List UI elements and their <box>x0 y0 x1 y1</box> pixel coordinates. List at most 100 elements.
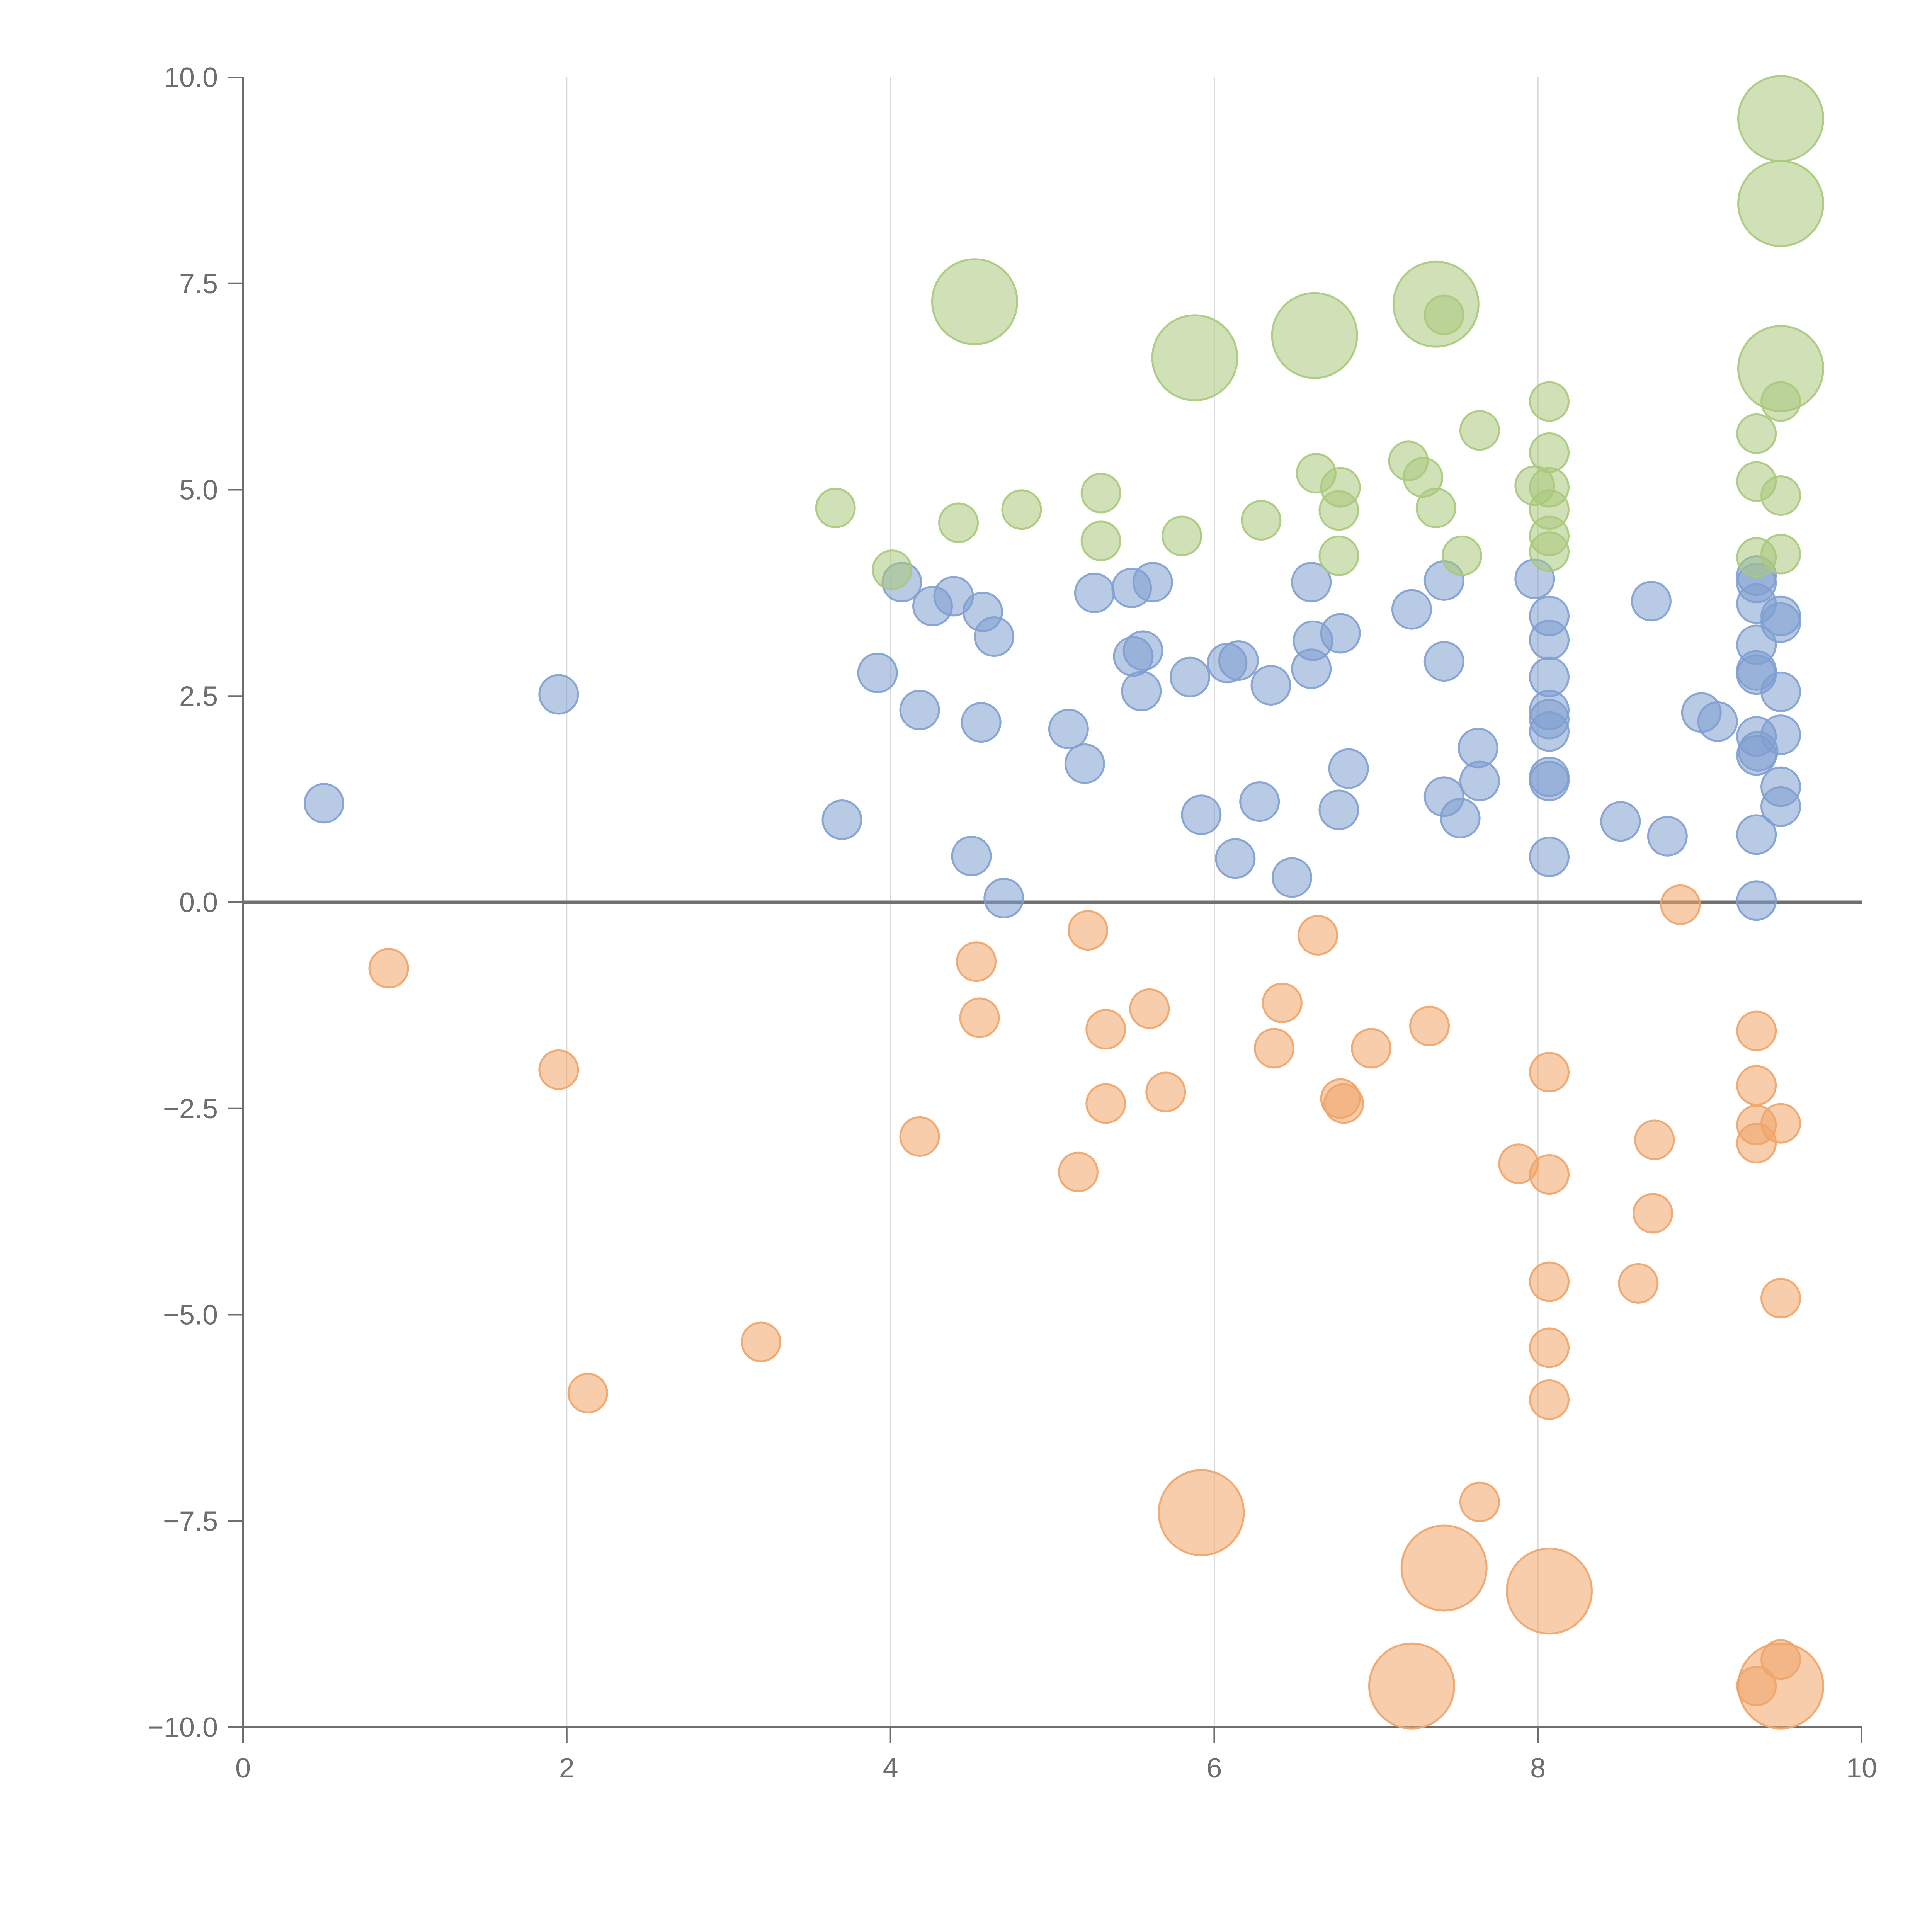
blue-point <box>1132 562 1173 603</box>
orange-point <box>1529 1261 1570 1302</box>
orange-point <box>1158 1469 1245 1556</box>
green-point <box>1459 410 1500 451</box>
blue-point <box>1074 572 1115 613</box>
orange-point <box>1634 1119 1675 1160</box>
green-point <box>938 502 979 543</box>
blue-point <box>1391 589 1432 630</box>
blue-point <box>1271 857 1312 898</box>
green-point <box>1415 487 1456 528</box>
y-tick-label: 10.0 <box>164 62 218 93</box>
green-point <box>1737 160 1825 247</box>
orange-point <box>1529 1052 1570 1093</box>
orange-point <box>1068 910 1109 951</box>
blue-point <box>1423 641 1464 682</box>
blue-point <box>1320 613 1361 654</box>
orange-point <box>956 941 997 982</box>
blue-point <box>899 690 940 731</box>
orange-point <box>1409 1005 1450 1046</box>
y-tick-label: −7.5 <box>163 1506 218 1537</box>
blue-point <box>1600 801 1641 842</box>
orange-point <box>1660 884 1701 925</box>
green-point <box>1737 75 1825 162</box>
blue-point <box>1048 709 1089 750</box>
x-tick-label: 8 <box>1530 1753 1546 1784</box>
blue-point <box>1064 743 1105 784</box>
orange-point <box>1618 1263 1659 1304</box>
x-tick-label: 6 <box>1206 1753 1222 1784</box>
blue-point <box>1760 602 1801 643</box>
blue-point <box>1291 562 1332 603</box>
orange-point <box>1058 1151 1099 1192</box>
tick-label-layer: 0 2 4 6 8 10 10.0 7.5 5.0 2.5 0.0 −2.5 −5.0 −7.5 −10.0 <box>148 62 1877 1784</box>
orange-point <box>1085 1009 1126 1050</box>
x-tick-label: 10 <box>1846 1753 1877 1784</box>
y-tick-label: −2.5 <box>163 1094 218 1124</box>
orange-point <box>1737 1642 1825 1730</box>
green-point <box>1080 520 1121 561</box>
blue-point <box>1318 789 1359 830</box>
orange-point <box>1253 1028 1294 1069</box>
x-tick-label: 4 <box>883 1753 898 1784</box>
y-tick-label: 7.5 <box>179 269 218 299</box>
green-point <box>1162 515 1202 556</box>
blue-point <box>1736 814 1777 855</box>
orange-point <box>1633 1193 1673 1234</box>
orange-point <box>1529 1327 1570 1368</box>
blue-point <box>1529 760 1570 801</box>
blue-point <box>1181 794 1222 835</box>
y-tick-label: 5.0 <box>179 475 218 506</box>
y-tick-label: −5.0 <box>163 1300 218 1331</box>
orange-point <box>1529 1379 1570 1420</box>
green-point <box>1423 294 1464 335</box>
orange-point <box>1297 915 1338 956</box>
blue-point <box>1529 619 1570 660</box>
blue-point <box>1215 838 1256 879</box>
green-point <box>1760 381 1801 422</box>
y-tick-label: 2.5 <box>179 681 218 712</box>
orange-point <box>1736 1010 1777 1051</box>
orange-point <box>1145 1071 1186 1112</box>
orange-point <box>1736 1065 1777 1106</box>
orange-point <box>899 1116 940 1157</box>
x-tick-label: 2 <box>559 1753 575 1784</box>
point-layer <box>303 75 1825 1730</box>
orange-point <box>1506 1548 1593 1635</box>
orange-point <box>1368 1642 1455 1730</box>
green-point <box>1241 500 1282 541</box>
orange-point <box>567 1372 608 1413</box>
orange-point <box>1760 1103 1801 1144</box>
orange-point <box>368 948 409 989</box>
blue-point <box>1736 880 1777 921</box>
green-point <box>1736 413 1777 454</box>
blue-point <box>1529 837 1570 878</box>
orange-point <box>1529 1154 1570 1195</box>
y-tick-label: −10.0 <box>148 1712 218 1743</box>
green-point <box>872 549 913 590</box>
blue-point <box>1697 701 1738 742</box>
blue-point <box>303 783 344 824</box>
orange-point <box>538 1049 579 1090</box>
blue-point <box>1647 816 1688 857</box>
green-point <box>931 258 1018 345</box>
blue-point <box>1760 714 1801 755</box>
orange-point <box>1459 1481 1500 1522</box>
blue-point <box>1250 665 1291 706</box>
orange-point <box>1351 1028 1392 1069</box>
blue-point <box>1760 786 1801 827</box>
blue-point <box>1170 656 1211 697</box>
blue-point <box>1122 630 1163 671</box>
green-point <box>1529 432 1570 473</box>
orange-point <box>1129 988 1170 1029</box>
blue-point <box>1218 640 1259 681</box>
orange-point <box>1400 1524 1488 1612</box>
green-point <box>1760 475 1801 516</box>
blue-point <box>951 835 992 876</box>
green-point <box>1441 535 1482 576</box>
green-point <box>1760 534 1801 575</box>
blue-point <box>983 878 1024 918</box>
blue-point <box>1440 798 1481 838</box>
orange-point <box>1323 1083 1364 1124</box>
green-point <box>1151 314 1238 401</box>
